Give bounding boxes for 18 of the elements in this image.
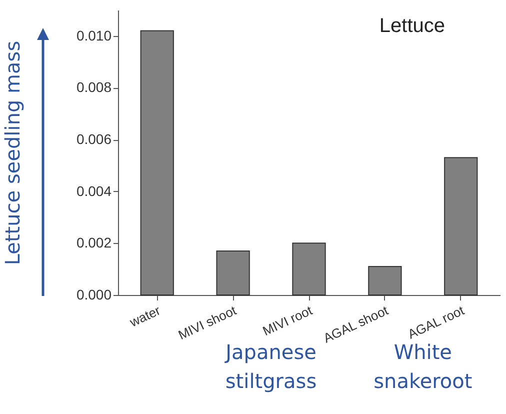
x-tick-label: water <box>126 302 164 330</box>
y-tick-label: 0.002 <box>76 234 112 251</box>
x-tick-label: MIVI shoot <box>176 302 239 343</box>
bar <box>140 30 174 296</box>
y-tick-label: 0.000 <box>76 286 112 302</box>
y-axis-title: Lettuce seedling mass <box>0 40 24 266</box>
bar <box>216 250 250 296</box>
bar <box>292 242 326 296</box>
text: Japanese stiltgrass <box>225 340 317 393</box>
x-tick-label: MIVI root <box>260 302 315 339</box>
bar <box>368 266 402 296</box>
y-tick-label: 0.010 <box>76 27 112 44</box>
y-tick-label: 0.004 <box>76 182 112 199</box>
chart-title: Lettuce <box>379 15 445 37</box>
bar <box>444 157 478 296</box>
x-tick-label: AGAL root <box>405 302 467 342</box>
y-tick-label: 0.008 <box>76 79 112 96</box>
y-tick-label: 0.006 <box>76 131 112 148</box>
